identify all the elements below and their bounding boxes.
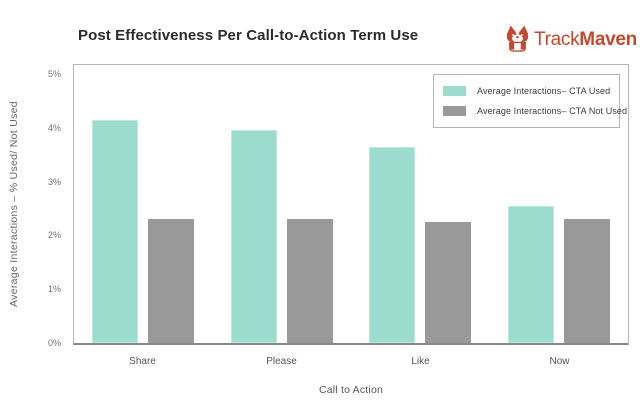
legend-swatch-icon (443, 85, 466, 96)
legend-swatch-icon (443, 106, 466, 117)
brand-track: Track (534, 28, 580, 50)
trackmaven-logo: TrackMaven (504, 24, 637, 54)
corgi-nose (516, 35, 519, 39)
bar-now-cta-not-used (563, 219, 610, 343)
y-tick-label-1: 1% (47, 284, 61, 295)
category-label-please: Please (266, 356, 297, 367)
y-tick-label-3: 3% (47, 176, 61, 187)
category-label-now: Now (549, 356, 570, 367)
bar-please-cta-not-used (286, 219, 333, 343)
chart-title: Post Effectiveness Per Call-to-Action Te… (78, 27, 419, 44)
bar-please-cta-used (230, 130, 277, 343)
brand-maven: Maven (579, 28, 637, 50)
brand-wordmark: TrackMaven (534, 30, 637, 49)
legend-label: Average Interactions– CTA Not Used (477, 106, 628, 117)
x-axis-title: Call to Action (318, 384, 384, 396)
category-label-like: Like (411, 356, 430, 367)
y-axis-title: Average Interactions – % Used/ Not Used (8, 101, 20, 307)
corgi-eye-right (520, 34, 523, 37)
y-tick-label-2: 2% (47, 230, 61, 241)
legend-label: Average Interactions– CTA Used (477, 85, 611, 96)
category-label-share: Share (129, 356, 156, 367)
bar-like-cta-not-used (425, 222, 472, 343)
corgi-muzzle (512, 34, 523, 43)
y-tick-label-0: 0% (47, 338, 61, 348)
corgi-patch-right (520, 42, 526, 50)
bar-like-cta-used (369, 147, 416, 343)
x-category-labels: Share Please Like Now (73, 356, 629, 367)
corgi-patch-left (509, 42, 515, 50)
legend: Average Interactions– CTA Used Average In… (433, 74, 627, 128)
y-tick-label-4: 4% (47, 122, 61, 133)
corgi-eye-left (512, 34, 515, 37)
bar-share-cta-not-used (148, 219, 195, 343)
legend-item-cta-not-used: Average Interactions– CTA Not Used (443, 106, 627, 117)
corgi-blaze (515, 30, 520, 38)
bar-now-cta-used (507, 206, 554, 343)
corgi-dog-icon (506, 25, 529, 52)
y-tick-label-5: 5% (47, 69, 61, 79)
legend-item-cta-used: Average Interactions– CTA Used (443, 85, 619, 96)
bar-share-cta-used (92, 120, 139, 343)
